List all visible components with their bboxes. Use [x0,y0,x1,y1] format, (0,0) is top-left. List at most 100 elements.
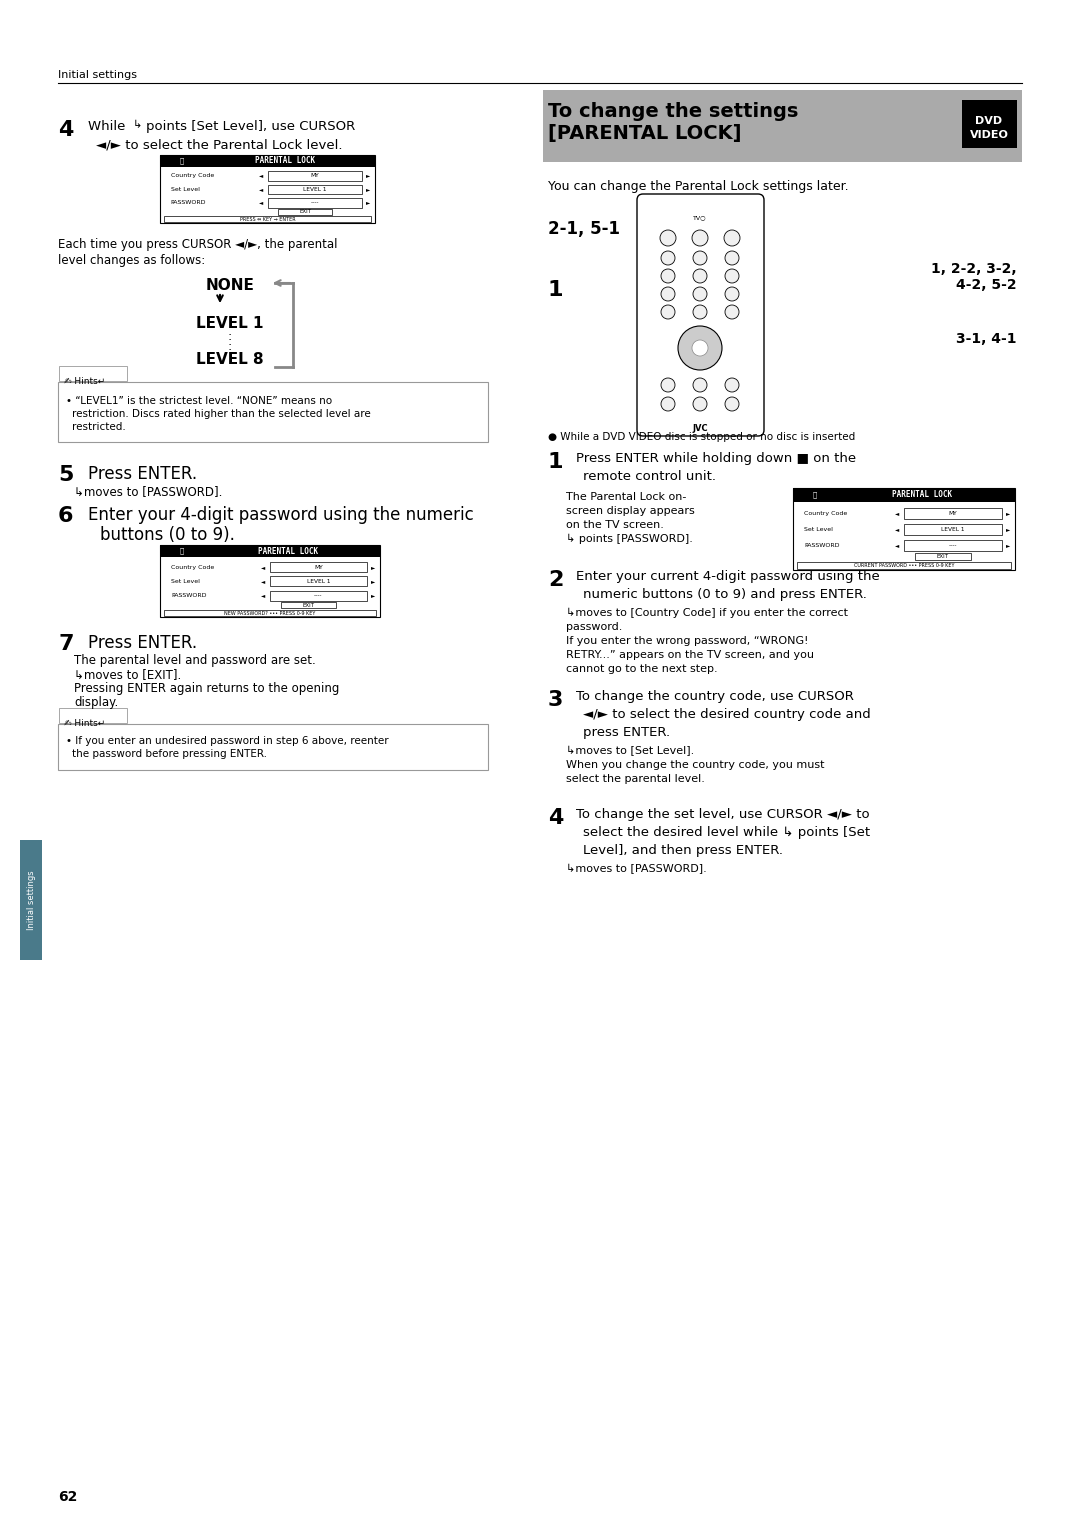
FancyBboxPatch shape [59,367,127,380]
Text: CURRENT PASSWORD ••• PRESS 0-9 KEY: CURRENT PASSWORD ••• PRESS 0-9 KEY [854,562,955,568]
Circle shape [692,341,708,356]
Text: While: While [87,121,130,133]
Text: Level], and then press ENTER.: Level], and then press ENTER. [583,843,783,857]
Text: EXIT: EXIT [299,209,311,214]
Text: ◄/► to select the desired country code and: ◄/► to select the desired country code a… [583,707,870,721]
Bar [793,487,1015,570]
Text: 1: 1 [548,452,564,472]
Text: PASSWORD: PASSWORD [805,542,839,549]
Circle shape [661,287,675,301]
Text: To change the set level, use CURSOR ◄/► to: To change the set level, use CURSOR ◄/► … [576,808,869,821]
Text: Press ENTER.: Press ENTER. [87,465,198,483]
Text: 7: 7 [58,634,73,654]
Circle shape [725,251,739,264]
Text: select the desired level while ↳ points [Set: select the desired level while ↳ points … [583,827,870,839]
Text: buttons (0 to 9).: buttons (0 to 9). [100,526,234,544]
Text: LEVEL 1: LEVEL 1 [941,527,964,532]
Text: ◄: ◄ [259,200,264,205]
Circle shape [693,306,707,319]
Text: :: : [228,341,232,353]
Bar [904,539,1001,552]
Circle shape [678,325,723,370]
Text: Enter your 4-digit password using the numeric: Enter your 4-digit password using the nu… [87,506,474,524]
Text: Press ENTER while holding down ■ on the: Press ENTER while holding down ■ on the [576,452,856,465]
Text: ►: ► [1007,510,1011,516]
Text: ►: ► [1007,542,1011,549]
Text: Set Level: Set Level [171,579,200,584]
Text: ►: ► [372,593,376,597]
Text: ◄: ◄ [261,565,266,570]
Circle shape [693,251,707,264]
Circle shape [693,287,707,301]
Text: ►: ► [366,186,370,193]
Bar [21,840,42,960]
Text: 1, 2-2, 3-2,: 1, 2-2, 3-2, [931,261,1017,277]
Bar [904,524,1001,535]
Text: restricted.: restricted. [72,422,125,432]
FancyBboxPatch shape [59,707,127,723]
Text: ✍ Hints↵: ✍ Hints↵ [64,720,105,727]
Text: The Parental Lock on-: The Parental Lock on- [566,492,687,503]
Text: the password before pressing ENTER.: the password before pressing ENTER. [72,749,267,759]
Bar [268,171,362,180]
Text: Enter your current 4-digit password using the: Enter your current 4-digit password usin… [576,570,880,584]
Circle shape [692,231,708,246]
Circle shape [660,231,676,246]
Text: PARENTAL LOCK: PARENTAL LOCK [892,490,951,500]
Text: :: : [228,330,232,342]
Text: 4: 4 [548,808,564,828]
Text: select the parental level.: select the parental level. [566,775,705,784]
Circle shape [725,397,739,411]
Text: ◄: ◄ [261,579,266,584]
Text: ◄: ◄ [261,593,266,597]
Text: ►: ► [372,565,376,570]
Text: 62: 62 [58,1490,78,1504]
Text: ----: ---- [311,200,319,205]
Bar [904,507,1001,520]
Text: • “LEVEL1” is the strictest level. “NONE” means no: • “LEVEL1” is the strictest level. “NONE… [66,396,333,406]
Text: level changes as follows:: level changes as follows: [58,254,205,267]
Text: Press ENTER.: Press ENTER. [87,634,198,652]
Text: 6: 6 [58,506,73,526]
Bar [268,199,362,208]
Bar [270,562,367,571]
Text: Set Level: Set Level [805,527,833,532]
Text: ⚿: ⚿ [179,157,184,163]
Bar [793,487,1015,501]
Bar [270,576,367,587]
Bar [279,209,332,215]
Text: RETRY...” appears on the TV screen, and you: RETRY...” appears on the TV screen, and … [566,649,814,660]
Text: ↳ points [PASSWORD].: ↳ points [PASSWORD]. [566,533,693,544]
Bar [270,591,367,601]
Text: LEVEL 1: LEVEL 1 [307,579,330,584]
Circle shape [661,306,675,319]
Text: LEVEL 8: LEVEL 8 [197,351,264,367]
Bar [281,602,336,608]
Bar [160,154,375,167]
Text: • If you enter an undesired password in step 6 above, reenter: • If you enter an undesired password in … [66,736,389,746]
Text: display.: display. [75,695,118,709]
Text: LEVEL 1: LEVEL 1 [197,316,264,332]
Text: Initial settings: Initial settings [27,869,36,931]
Text: press ENTER.: press ENTER. [583,726,670,740]
Text: ↳: ↳ [133,121,143,130]
Text: When you change the country code, you must: When you change the country code, you mu… [566,759,824,770]
Text: PRESS ⇔ KEY → ENTER: PRESS ⇔ KEY → ENTER [240,217,295,222]
Text: MY: MY [314,565,323,570]
Bar [58,724,488,770]
Text: EXIT: EXIT [936,555,949,559]
Text: MY: MY [310,174,319,179]
Text: Initial settings: Initial settings [58,70,137,79]
Text: DVD: DVD [975,116,1002,125]
Text: ⚿: ⚿ [813,492,818,498]
Text: ►: ► [366,200,370,205]
Text: To change the settings: To change the settings [548,102,798,121]
Bar [543,90,1022,162]
Text: Pressing ENTER again returns to the opening: Pressing ENTER again returns to the open… [75,681,339,695]
Circle shape [693,397,707,411]
Text: NEW PASSWORD? ••• PRESS 0-9 KEY: NEW PASSWORD? ••• PRESS 0-9 KEY [225,611,315,616]
Text: Country Code: Country Code [805,510,848,516]
Text: VIDEO: VIDEO [970,130,1009,141]
Text: 5: 5 [58,465,73,484]
Circle shape [661,269,675,283]
